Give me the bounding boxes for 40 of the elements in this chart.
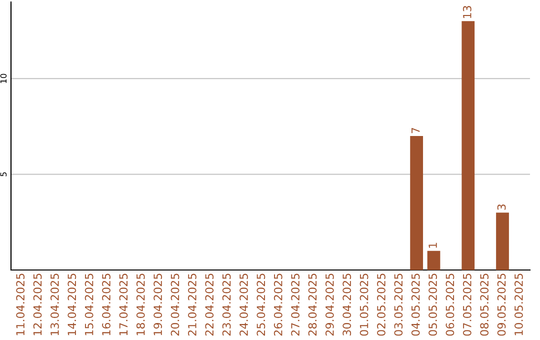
y-tick-label: 5 [0, 172, 7, 176]
x-tick-label: 15.04.2025 [84, 274, 94, 336]
data-label: 7 [412, 128, 420, 134]
x-tick-label: 03.05.2025 [394, 274, 403, 336]
bar [462, 21, 475, 270]
x-tick-label: 11.04.2025 [16, 274, 25, 336]
x-tick-label: 18.04.2025 [136, 274, 145, 336]
x-tick-label: 20.04.2025 [170, 274, 180, 336]
x-tick-label: 27.04.2025 [291, 274, 300, 336]
x-tick-label: 08.05.2025 [480, 274, 489, 336]
x-tick-label: 14.04.2025 [68, 274, 76, 336]
x-tick-label: 01.05.2025 [360, 274, 368, 336]
x-tick-label: 30.04.2025 [342, 274, 352, 336]
bar [427, 250, 440, 270]
x-tick-label: 21.04.2025 [188, 274, 196, 336]
x-tick-label: 17.04.2025 [119, 274, 128, 336]
x-tick-label: 13.04.2025 [50, 274, 59, 336]
data-label: 13 [462, 6, 472, 18]
x-tick-label: 28.04.2025 [308, 274, 317, 336]
x-tick-label: 22.04.2025 [205, 274, 214, 336]
x-tick-label: 23.04.2025 [222, 274, 231, 336]
x-tick-label: 06.05.2025 [446, 274, 454, 336]
data-label: 1 [428, 242, 437, 248]
x-tick-label: 02.05.2025 [377, 274, 386, 336]
x-tick-label: 10.05.2025 [514, 274, 523, 336]
x-tick-label: 26.04.2025 [274, 274, 282, 336]
x-tick-label: 07.05.2025 [462, 274, 472, 336]
x-tick-label: 04.05.2025 [411, 274, 420, 336]
x-tick-label: 09.05.2025 [497, 274, 506, 336]
x-tick-label: 05.05.2025 [428, 274, 437, 336]
data-label: 3 [497, 204, 506, 210]
x-tick-label: 16.04.2025 [102, 274, 110, 336]
x-tick-label: 19.04.2025 [154, 274, 162, 336]
x-tick-label: 24.04.2025 [240, 274, 248, 336]
bar [410, 136, 424, 270]
x-tick-label: 25.04.2025 [256, 274, 266, 336]
x-tick-label: 29.04.2025 [325, 274, 334, 336]
y-tick-label: 10 [0, 74, 7, 83]
x-tick-label: 12.04.2025 [33, 274, 42, 336]
bar [496, 212, 509, 270]
